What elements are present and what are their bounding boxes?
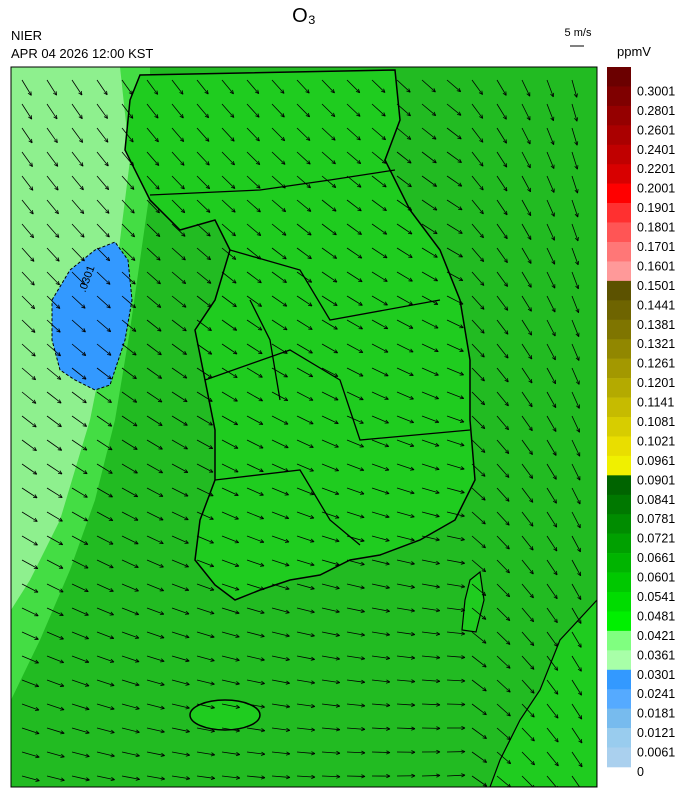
map: .0301	[11, 67, 597, 791]
colorbar-swatch	[607, 495, 631, 515]
colorbar-label: 0.2201	[637, 162, 675, 176]
colorbar-label: 0.0961	[637, 454, 675, 468]
colorbar-label: 0.0721	[637, 532, 675, 546]
colorbar-label: 0.0601	[637, 571, 675, 585]
colorbar-swatch	[607, 417, 631, 437]
agency: NIER	[11, 28, 42, 43]
colorbar-label: 0.1261	[637, 357, 675, 371]
colorbar-label: 0.1021	[637, 434, 675, 448]
colorbar-label: 0.3001	[637, 84, 675, 98]
colorbar-swatch	[607, 475, 631, 495]
colorbar-swatch	[607, 203, 631, 223]
colorbar-swatch	[607, 125, 631, 145]
colorbar-swatch	[607, 592, 631, 612]
colorbar-label: 0.0661	[637, 551, 675, 565]
colorbar-label: 0.0301	[637, 668, 675, 682]
colorbar-swatch	[607, 436, 631, 456]
colorbar-swatch	[607, 670, 631, 690]
colorbar-label: 0.1601	[637, 259, 675, 273]
colorbar-label: 0.0061	[637, 746, 675, 760]
colorbar-swatch	[607, 611, 631, 631]
colorbar: 0.3001 0.2801 0.2601 0.2401 0.2201 0.2001 0.19…	[607, 67, 675, 779]
colorbar-swatch	[607, 709, 631, 729]
colorbar-label: 0.0781	[637, 512, 675, 526]
colorbar-label: 0.2801	[637, 104, 675, 118]
colorbar-label: 0.1321	[637, 337, 675, 351]
datetime: APR 04 2026 12:00 KST	[11, 46, 153, 61]
colorbar-label: 0.0841	[637, 493, 675, 507]
colorbar-swatch	[607, 86, 631, 106]
colorbar-swatch	[607, 359, 631, 379]
colorbar-swatch	[607, 573, 631, 593]
colorbar-swatch	[607, 106, 631, 126]
colorbar-label: 0.0901	[637, 473, 675, 487]
colorbar-swatch	[607, 320, 631, 340]
colorbar-swatch	[607, 164, 631, 184]
colorbar-swatch	[607, 339, 631, 359]
colorbar-swatch	[607, 398, 631, 418]
colorbar-swatch	[607, 300, 631, 320]
colorbar-label: 0.1441	[637, 298, 675, 312]
colorbar-label: 0.1901	[637, 201, 675, 215]
colorbar-label: 0.0121	[637, 726, 675, 740]
colorbar-label: 0.2601	[637, 123, 675, 137]
colorbar-swatch	[607, 748, 631, 768]
colorbar-label: 0.0181	[637, 707, 675, 721]
wind-scale-label: 5 m/s	[565, 27, 592, 39]
colorbar-label: 0.1201	[637, 376, 675, 390]
colorbar-label: 0	[637, 765, 644, 779]
colorbar-label: 0.0241	[637, 687, 675, 701]
colorbar-label: 0.0361	[637, 648, 675, 662]
colorbar-swatch	[607, 456, 631, 476]
colorbar-swatch	[607, 261, 631, 281]
colorbar-swatch	[607, 631, 631, 651]
colorbar-swatch	[607, 728, 631, 748]
colorbar-swatch	[607, 184, 631, 204]
unit: ppmV	[617, 44, 651, 59]
colorbar-swatch	[607, 281, 631, 301]
colorbar-label: 0.0481	[637, 609, 675, 623]
colorbar-swatch	[607, 534, 631, 554]
wind-arrow	[372, 752, 390, 753]
colorbar-swatch	[607, 242, 631, 262]
colorbar-swatch	[607, 378, 631, 398]
colorbar-label: 0.1141	[637, 396, 674, 410]
colorbar-label: 0.2001	[637, 182, 675, 196]
colorbar-label: 0.1801	[637, 221, 675, 235]
colorbar-swatch	[607, 145, 631, 165]
colorbar-label: 0.2401	[637, 143, 675, 157]
colorbar-swatch	[607, 689, 631, 709]
colorbar-swatch	[607, 223, 631, 243]
colorbar-label: 0.1501	[637, 279, 675, 293]
colorbar-label: 0.1081	[637, 415, 675, 429]
colorbar-label: 0.1381	[637, 318, 675, 332]
colorbar-label: 0.0421	[637, 629, 675, 643]
colorbar-label: 0.1701	[637, 240, 675, 254]
colorbar-swatch	[607, 553, 631, 573]
colorbar-swatch	[607, 514, 631, 534]
title: O₃	[292, 5, 316, 27]
colorbar-swatch	[607, 67, 631, 87]
colorbar-swatch	[607, 650, 631, 670]
colorbar-label: 0.0541	[637, 590, 675, 604]
